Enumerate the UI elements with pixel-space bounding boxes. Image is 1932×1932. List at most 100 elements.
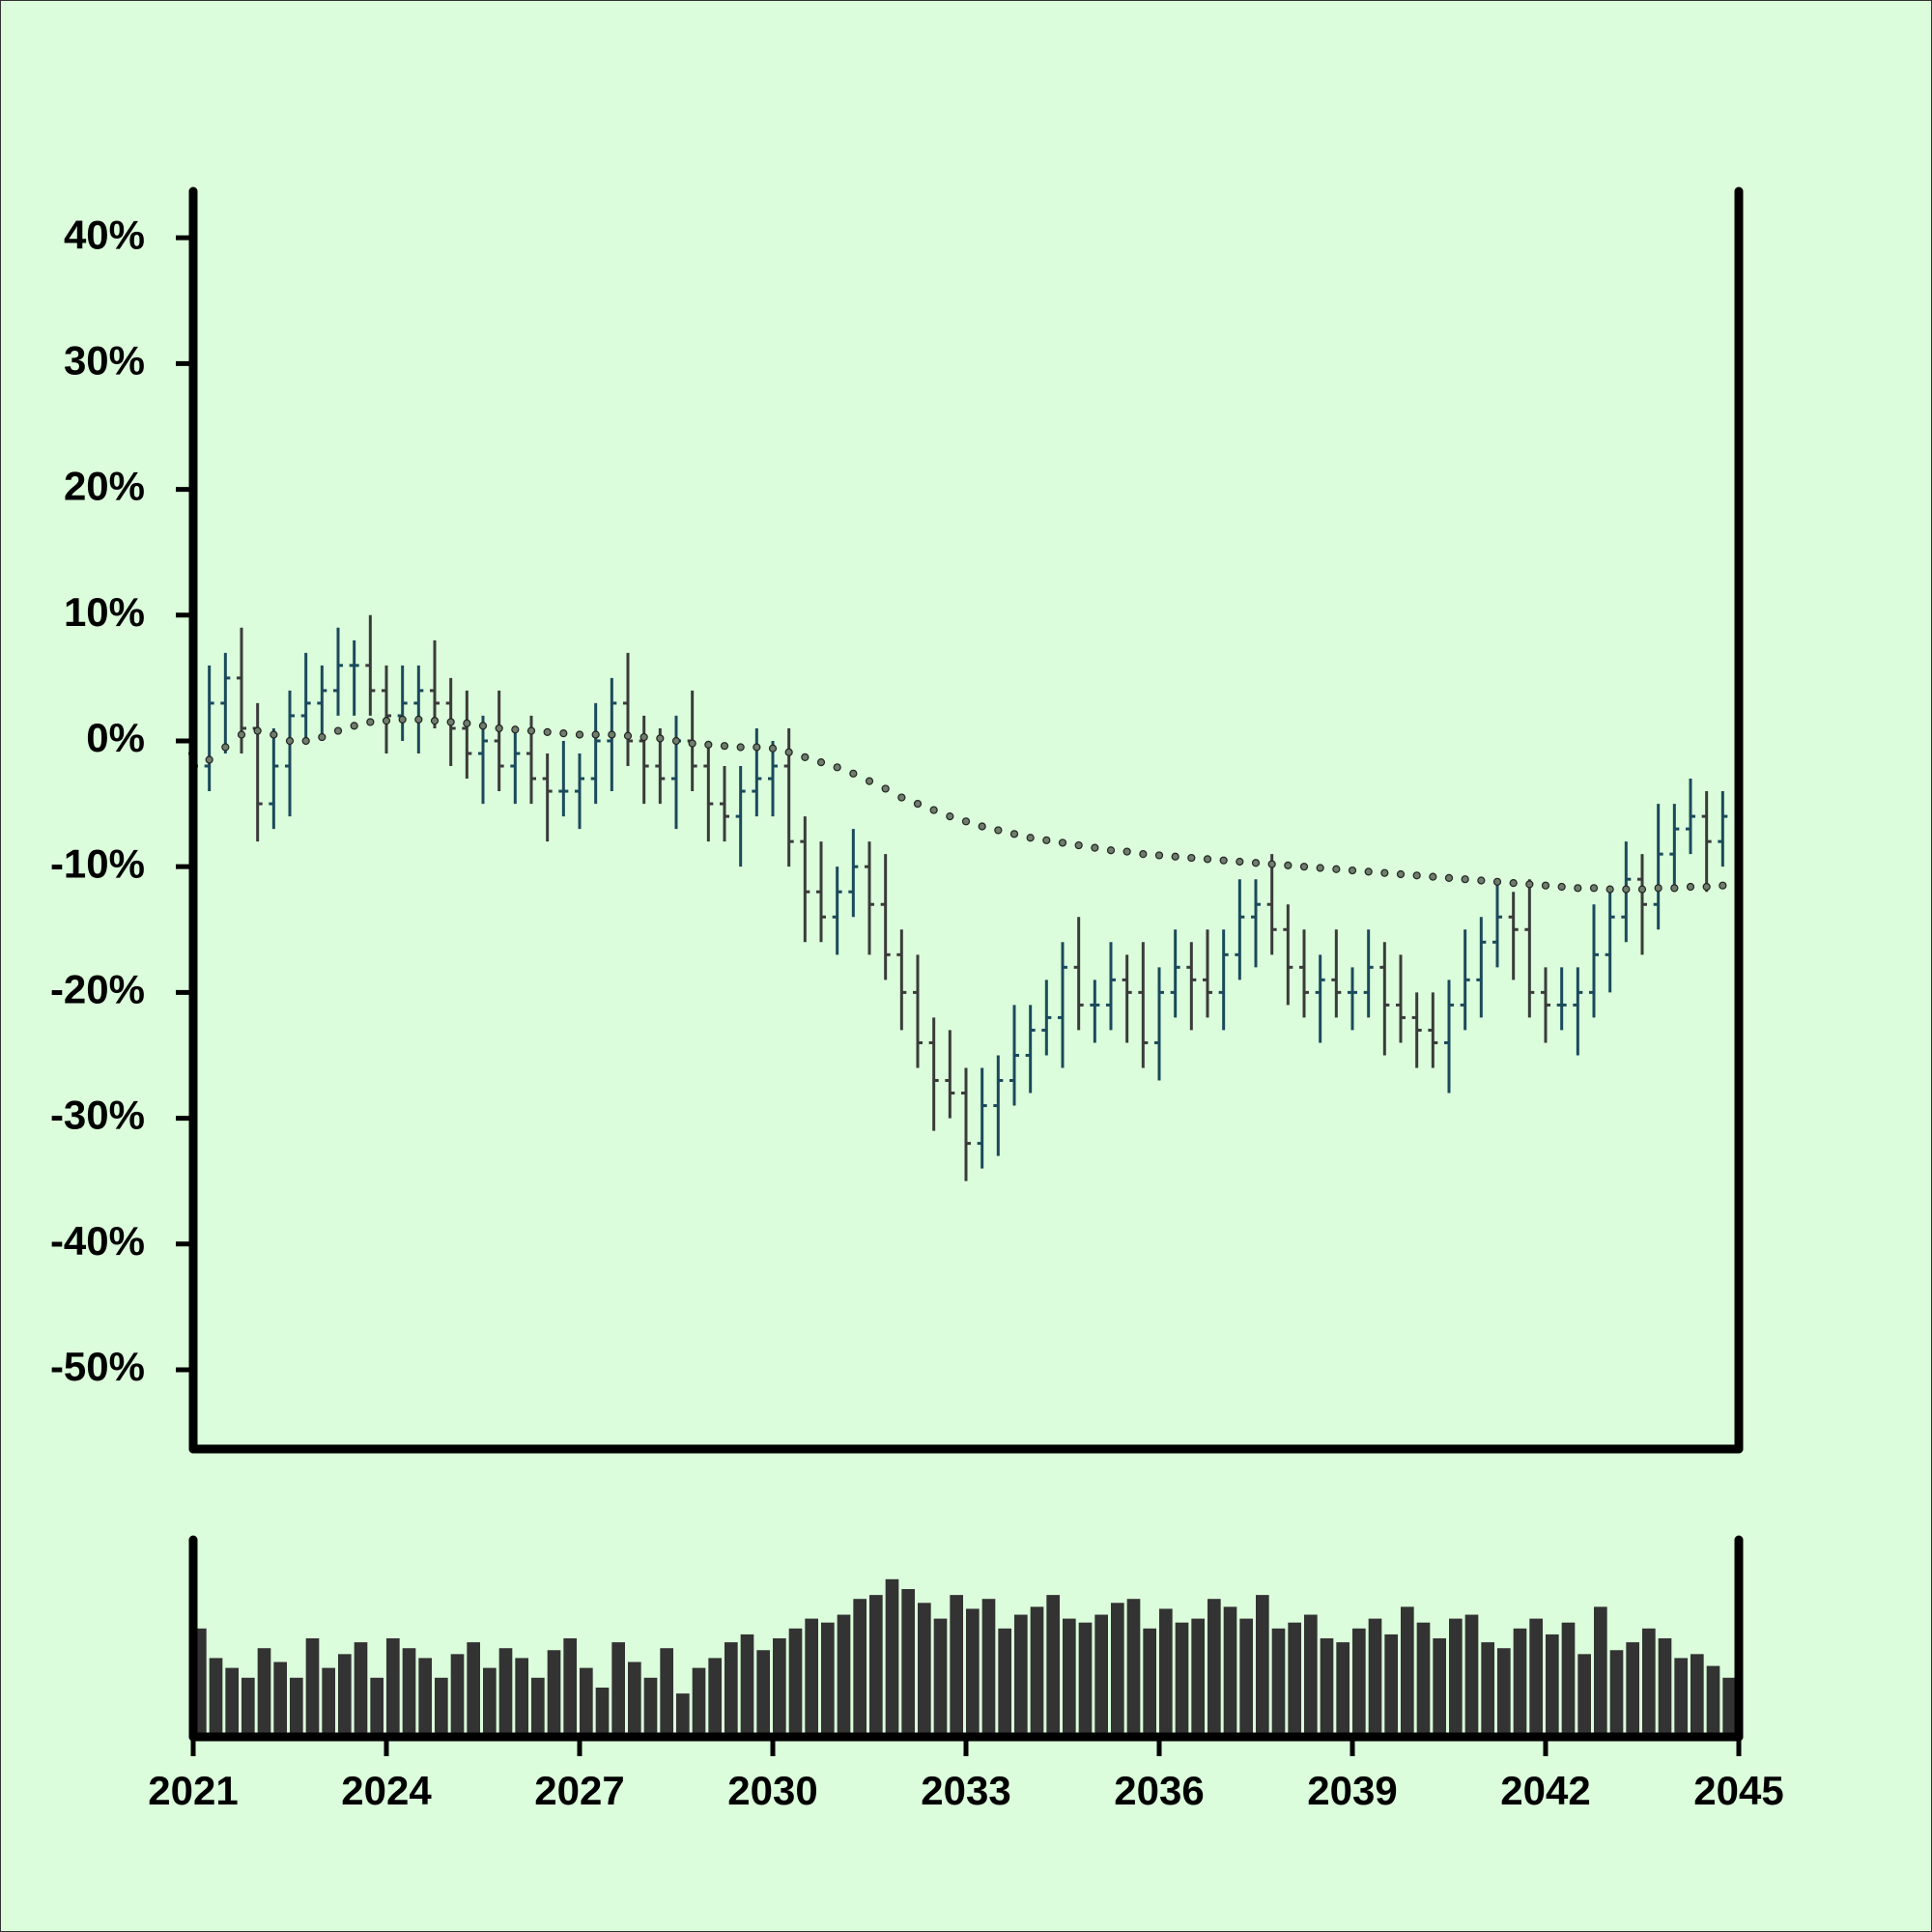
volume-bar [901,1589,915,1737]
volume-bar [483,1667,497,1737]
ma-dot [1605,885,1614,894]
volume-bar [740,1634,754,1737]
volume-bar [966,1608,980,1737]
ma-dot [495,724,503,733]
ma-dot [1091,843,1099,852]
ma-dot [559,729,568,738]
volume-bar [853,1599,867,1737]
ma-dot [1719,881,1727,890]
ma-dot [1074,840,1083,850]
volume-bar [918,1603,931,1737]
ma-dot [1622,885,1631,894]
volume-bar [370,1677,384,1737]
y-tick-label: 0% [86,715,145,760]
ma-dot [1348,866,1357,875]
x-tick-label: 2021 [148,1768,238,1813]
ma-dot [575,730,584,739]
volume-bar [837,1614,851,1737]
volume-bar [402,1648,416,1737]
ma-dot [978,822,986,831]
volume-bar [708,1658,722,1737]
ma-dot [1541,881,1550,890]
ma-dot [1509,878,1518,888]
volume-bar [322,1667,335,1737]
volume-bar [1030,1606,1044,1737]
ma-dot [1332,865,1341,873]
volume-bar [595,1688,610,1737]
ma-dot [946,811,954,821]
volume-bar [547,1650,561,1737]
ma-dot [1219,856,1228,865]
x-tick-label: 2039 [1307,1768,1397,1813]
volume-bar [981,1599,996,1737]
volume-bar [1046,1595,1060,1737]
ma-dot [414,715,423,724]
volume-bar [1256,1595,1269,1737]
ma-dot [1654,884,1662,893]
volume-bar [692,1667,706,1737]
volume-bar [1223,1606,1237,1737]
volume-bar [1159,1608,1173,1737]
ma-dot [1267,860,1276,868]
ma-dot [270,730,278,739]
volume-bar [788,1628,803,1737]
ma-dot [961,817,971,826]
ma-dot [318,732,327,742]
volume-bar [1126,1599,1141,1737]
ma-dot [253,726,262,735]
volume-bar [1271,1628,1286,1737]
volume-bar [1368,1618,1382,1737]
ma-dot [994,826,1003,835]
volume-bar [1143,1628,1156,1737]
ma-dot [1589,884,1599,893]
ma-dot [849,769,858,778]
volume-bar [756,1650,770,1737]
ma-dot [736,743,745,752]
ma-dot [833,763,841,772]
y-tick-label: -20% [50,966,145,1011]
ma-dot [1637,885,1647,894]
y-tick-label: -10% [50,840,145,886]
ma-dot [398,715,407,724]
ma-dot [1412,871,1421,880]
ma-dot [1429,872,1437,881]
volume-bar [869,1595,883,1737]
y-tick-label: 20% [64,464,145,509]
ma-dot [1396,869,1406,879]
ma-dot [1171,852,1179,861]
y-tick-label: 40% [64,212,145,257]
volume-bar [1481,1642,1494,1737]
ma-dot [1557,882,1566,892]
volume-bar [628,1662,641,1737]
ma-dot [768,744,778,753]
ma-dot [1122,847,1131,856]
volume-bar [242,1677,255,1737]
ma-dot [881,784,890,793]
volume-bar [1626,1642,1639,1737]
ma-dot [1187,853,1196,863]
volume-bar [418,1658,432,1737]
volume-bar [611,1642,625,1737]
ma-dot [897,793,906,802]
volume-bar [1191,1618,1205,1737]
volume-bar [225,1667,239,1737]
ma-dot [1461,875,1469,884]
volume-bar [257,1648,271,1737]
volume-bar [1642,1628,1656,1737]
volume-bar [1674,1658,1688,1737]
ma-dot [333,726,343,735]
ma-dot [1686,882,1695,892]
volume-bar [676,1693,690,1737]
volume-bar [724,1642,738,1737]
ma-dot [1492,877,1502,886]
volume-bar [450,1654,465,1737]
volume-bar [1690,1654,1704,1737]
volume-bar [386,1638,400,1737]
volume-bar [1464,1614,1479,1737]
volume-bar [273,1662,287,1737]
volume-bar [1384,1634,1398,1737]
volume-bar [1658,1638,1672,1737]
ma-dot [350,722,358,730]
ma-dot [1364,867,1373,876]
